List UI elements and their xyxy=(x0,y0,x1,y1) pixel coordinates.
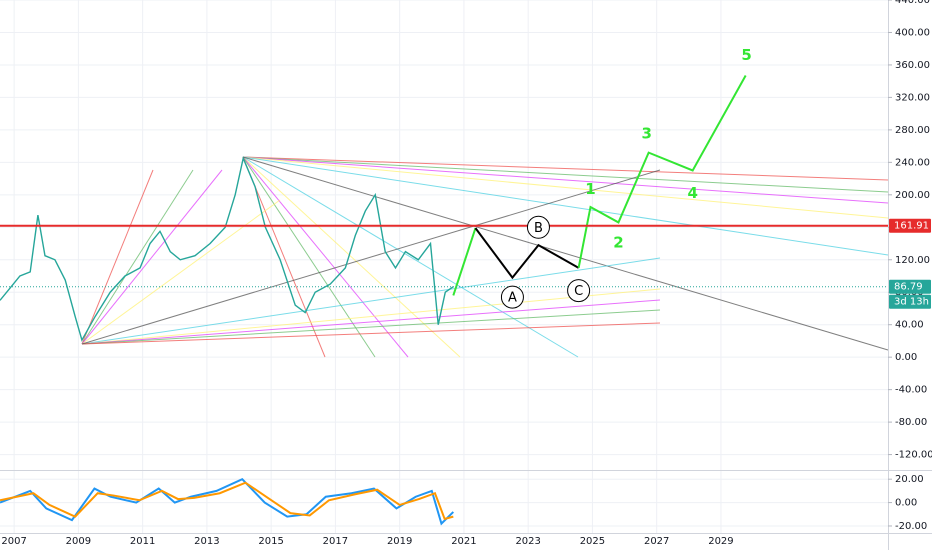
fan-line xyxy=(242,156,889,193)
x-tick-label: 2017 xyxy=(323,536,348,547)
fan-line xyxy=(81,299,661,345)
x-tick-label: 2025 xyxy=(580,536,605,547)
fan-line xyxy=(242,156,889,204)
x-tick-label: 2023 xyxy=(515,536,540,547)
annotation: 3 xyxy=(642,125,652,143)
annotation: 1 xyxy=(585,180,595,198)
series-line xyxy=(474,227,580,280)
series-line xyxy=(0,481,454,521)
series-line xyxy=(577,75,747,269)
y-tick-label: 20.00 xyxy=(895,474,924,485)
x-tick-label: 2029 xyxy=(708,536,733,547)
y-tick-label: -40.00 xyxy=(895,385,927,396)
countdown: 3d 13h xyxy=(894,297,929,308)
fan-line xyxy=(81,288,661,345)
price-label: 161.91 xyxy=(894,221,929,232)
x-tick-label: 2021 xyxy=(451,536,476,547)
y-tick-label: 120.00 xyxy=(895,255,930,266)
fan-line xyxy=(81,199,281,345)
annotation-circle xyxy=(500,285,524,309)
series-line xyxy=(452,227,477,296)
y-tick-label: 320.00 xyxy=(895,92,930,103)
fan-line xyxy=(81,309,661,345)
x-tick-label: 2019 xyxy=(387,536,412,547)
fan-line xyxy=(81,169,661,345)
grid xyxy=(0,0,888,533)
fan-line xyxy=(242,156,409,358)
fan-line xyxy=(242,156,889,219)
price-label-box xyxy=(889,218,931,233)
y-tick-label: 0.00 xyxy=(895,498,917,509)
x-tick-label: 2009 xyxy=(66,536,91,547)
y-tick-label: -80.00 xyxy=(895,417,927,428)
y-tick-label: 200.00 xyxy=(895,190,930,201)
x-tick-label: 2015 xyxy=(258,536,283,547)
annotation: B xyxy=(534,221,543,236)
annotation: C xyxy=(574,284,583,299)
annotation: 4 xyxy=(687,184,697,202)
fan-line xyxy=(81,257,661,345)
countdown-box xyxy=(889,294,931,309)
fan-line xyxy=(242,156,889,181)
y-tick-label: -20.00 xyxy=(895,521,927,532)
fan-line xyxy=(81,322,661,345)
fan-line xyxy=(242,156,889,351)
price-label: 86.79 xyxy=(894,282,923,293)
y-tick-label: 0.00 xyxy=(895,352,917,363)
fan-line xyxy=(81,169,194,345)
annotation: 5 xyxy=(741,46,751,64)
y-tick-label: 240.00 xyxy=(895,157,930,168)
x-tick-label: 2027 xyxy=(644,536,669,547)
series-line xyxy=(0,155,454,342)
y-tick-label: 440.00 xyxy=(895,0,930,6)
y-tick-label: 40.00 xyxy=(895,320,924,331)
y-tick-label: 400.00 xyxy=(895,27,930,38)
annotation-circle xyxy=(567,279,591,303)
annotation: A xyxy=(508,291,517,306)
y-tick-label: -120.00 xyxy=(895,450,932,461)
y-tick-label: 280.00 xyxy=(895,125,930,136)
price-label-box xyxy=(889,279,931,294)
fan-line xyxy=(242,156,889,256)
y-tick-label: 360.00 xyxy=(895,60,930,71)
fan-line xyxy=(81,169,223,345)
plot: A B C 1 2 3 4 5 xyxy=(0,46,888,526)
x-tick-label: 2011 xyxy=(130,536,155,547)
annotation: 2 xyxy=(613,233,623,251)
fan-drawings xyxy=(81,156,889,358)
fan-line xyxy=(81,169,154,345)
fan-line xyxy=(242,156,579,358)
x-tick-label: 2007 xyxy=(1,536,26,547)
annotation-circle xyxy=(526,215,550,239)
x-tick-label: 2013 xyxy=(194,536,219,547)
